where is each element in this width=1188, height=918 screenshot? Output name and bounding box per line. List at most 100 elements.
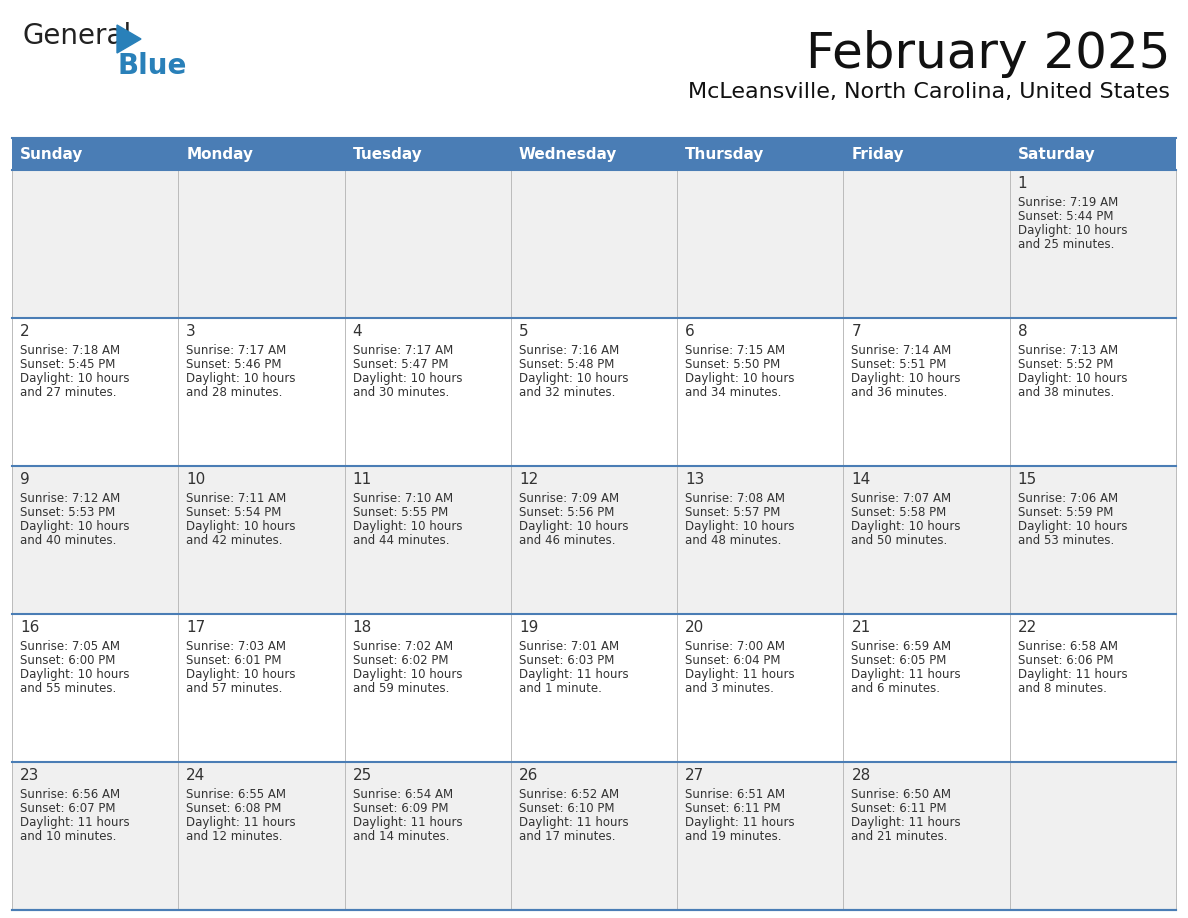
Text: and 12 minutes.: and 12 minutes. xyxy=(187,830,283,843)
Text: Sunrise: 7:14 AM: Sunrise: 7:14 AM xyxy=(852,344,952,357)
Text: Sunset: 5:59 PM: Sunset: 5:59 PM xyxy=(1018,506,1113,519)
Text: Daylight: 11 hours: Daylight: 11 hours xyxy=(519,816,628,829)
Text: and 1 minute.: and 1 minute. xyxy=(519,682,602,695)
Text: Sunset: 6:10 PM: Sunset: 6:10 PM xyxy=(519,802,614,815)
Text: Sunset: 5:45 PM: Sunset: 5:45 PM xyxy=(20,358,115,371)
Text: Wednesday: Wednesday xyxy=(519,147,618,162)
Text: 2: 2 xyxy=(20,324,30,339)
Text: Sunset: 6:04 PM: Sunset: 6:04 PM xyxy=(685,654,781,667)
Text: Daylight: 10 hours: Daylight: 10 hours xyxy=(852,520,961,533)
Text: 1: 1 xyxy=(1018,176,1028,191)
Text: Sunrise: 7:01 AM: Sunrise: 7:01 AM xyxy=(519,640,619,653)
Text: Daylight: 11 hours: Daylight: 11 hours xyxy=(1018,668,1127,681)
Text: Daylight: 11 hours: Daylight: 11 hours xyxy=(685,668,795,681)
Text: Sunrise: 7:02 AM: Sunrise: 7:02 AM xyxy=(353,640,453,653)
Text: Daylight: 10 hours: Daylight: 10 hours xyxy=(1018,372,1127,385)
Text: 26: 26 xyxy=(519,768,538,783)
Text: Sunset: 6:01 PM: Sunset: 6:01 PM xyxy=(187,654,282,667)
Text: Sunset: 5:57 PM: Sunset: 5:57 PM xyxy=(685,506,781,519)
Text: Tuesday: Tuesday xyxy=(353,147,422,162)
Text: and 59 minutes.: and 59 minutes. xyxy=(353,682,449,695)
Text: 24: 24 xyxy=(187,768,206,783)
Bar xyxy=(12,762,1176,910)
Text: Daylight: 10 hours: Daylight: 10 hours xyxy=(685,520,795,533)
Text: Sunset: 5:52 PM: Sunset: 5:52 PM xyxy=(1018,358,1113,371)
Text: and 30 minutes.: and 30 minutes. xyxy=(353,386,449,399)
Text: Daylight: 11 hours: Daylight: 11 hours xyxy=(20,816,129,829)
Text: and 57 minutes.: and 57 minutes. xyxy=(187,682,283,695)
Text: Sunset: 6:02 PM: Sunset: 6:02 PM xyxy=(353,654,448,667)
Text: Sunday: Sunday xyxy=(20,147,83,162)
Text: Sunset: 5:48 PM: Sunset: 5:48 PM xyxy=(519,358,614,371)
Text: Sunset: 5:50 PM: Sunset: 5:50 PM xyxy=(685,358,781,371)
Text: Sunrise: 7:03 AM: Sunrise: 7:03 AM xyxy=(187,640,286,653)
Text: 22: 22 xyxy=(1018,620,1037,635)
Text: Sunrise: 6:51 AM: Sunrise: 6:51 AM xyxy=(685,788,785,801)
Text: Daylight: 10 hours: Daylight: 10 hours xyxy=(1018,224,1127,237)
Text: and 25 minutes.: and 25 minutes. xyxy=(1018,238,1114,251)
Text: 20: 20 xyxy=(685,620,704,635)
Text: Sunset: 5:46 PM: Sunset: 5:46 PM xyxy=(187,358,282,371)
Text: 7: 7 xyxy=(852,324,861,339)
Text: Daylight: 10 hours: Daylight: 10 hours xyxy=(519,520,628,533)
Text: Sunset: 6:08 PM: Sunset: 6:08 PM xyxy=(187,802,282,815)
Text: Daylight: 10 hours: Daylight: 10 hours xyxy=(20,668,129,681)
Text: Sunset: 5:55 PM: Sunset: 5:55 PM xyxy=(353,506,448,519)
Text: Sunrise: 7:17 AM: Sunrise: 7:17 AM xyxy=(353,344,453,357)
Text: and 48 minutes.: and 48 minutes. xyxy=(685,534,782,547)
Text: 12: 12 xyxy=(519,472,538,487)
Text: Sunrise: 6:52 AM: Sunrise: 6:52 AM xyxy=(519,788,619,801)
Text: Sunrise: 7:10 AM: Sunrise: 7:10 AM xyxy=(353,492,453,505)
Text: 25: 25 xyxy=(353,768,372,783)
Text: 17: 17 xyxy=(187,620,206,635)
Text: Daylight: 10 hours: Daylight: 10 hours xyxy=(852,372,961,385)
Text: 15: 15 xyxy=(1018,472,1037,487)
Text: and 36 minutes.: and 36 minutes. xyxy=(852,386,948,399)
Text: Thursday: Thursday xyxy=(685,147,765,162)
Bar xyxy=(12,466,1176,614)
Text: Sunrise: 7:11 AM: Sunrise: 7:11 AM xyxy=(187,492,286,505)
Text: 14: 14 xyxy=(852,472,871,487)
Text: Sunset: 5:54 PM: Sunset: 5:54 PM xyxy=(187,506,282,519)
Text: Sunrise: 7:09 AM: Sunrise: 7:09 AM xyxy=(519,492,619,505)
Text: 5: 5 xyxy=(519,324,529,339)
Text: Sunrise: 6:59 AM: Sunrise: 6:59 AM xyxy=(852,640,952,653)
Text: Daylight: 10 hours: Daylight: 10 hours xyxy=(187,520,296,533)
Text: Daylight: 10 hours: Daylight: 10 hours xyxy=(353,520,462,533)
Text: Daylight: 10 hours: Daylight: 10 hours xyxy=(187,372,296,385)
Text: General: General xyxy=(23,22,131,50)
Text: Sunrise: 7:12 AM: Sunrise: 7:12 AM xyxy=(20,492,120,505)
Text: Sunrise: 7:15 AM: Sunrise: 7:15 AM xyxy=(685,344,785,357)
Text: and 44 minutes.: and 44 minutes. xyxy=(353,534,449,547)
Text: Sunset: 6:09 PM: Sunset: 6:09 PM xyxy=(353,802,448,815)
Text: Sunset: 5:44 PM: Sunset: 5:44 PM xyxy=(1018,210,1113,223)
Text: and 6 minutes.: and 6 minutes. xyxy=(852,682,941,695)
Text: Daylight: 11 hours: Daylight: 11 hours xyxy=(353,816,462,829)
Polygon shape xyxy=(116,25,141,53)
Text: Sunset: 5:53 PM: Sunset: 5:53 PM xyxy=(20,506,115,519)
Text: Sunset: 5:58 PM: Sunset: 5:58 PM xyxy=(852,506,947,519)
Text: 13: 13 xyxy=(685,472,704,487)
Text: Daylight: 10 hours: Daylight: 10 hours xyxy=(685,372,795,385)
Text: Sunrise: 7:18 AM: Sunrise: 7:18 AM xyxy=(20,344,120,357)
Text: Sunrise: 7:16 AM: Sunrise: 7:16 AM xyxy=(519,344,619,357)
Text: and 8 minutes.: and 8 minutes. xyxy=(1018,682,1106,695)
Text: Daylight: 11 hours: Daylight: 11 hours xyxy=(685,816,795,829)
Text: Daylight: 10 hours: Daylight: 10 hours xyxy=(1018,520,1127,533)
Text: and 55 minutes.: and 55 minutes. xyxy=(20,682,116,695)
Text: and 32 minutes.: and 32 minutes. xyxy=(519,386,615,399)
Text: Sunset: 5:51 PM: Sunset: 5:51 PM xyxy=(852,358,947,371)
Text: 28: 28 xyxy=(852,768,871,783)
Text: 21: 21 xyxy=(852,620,871,635)
Text: Sunrise: 6:55 AM: Sunrise: 6:55 AM xyxy=(187,788,286,801)
Text: and 19 minutes.: and 19 minutes. xyxy=(685,830,782,843)
Text: Sunset: 6:11 PM: Sunset: 6:11 PM xyxy=(685,802,781,815)
Text: Sunset: 6:03 PM: Sunset: 6:03 PM xyxy=(519,654,614,667)
Text: 18: 18 xyxy=(353,620,372,635)
Text: 3: 3 xyxy=(187,324,196,339)
Text: 16: 16 xyxy=(20,620,39,635)
Bar xyxy=(12,170,1176,318)
Text: and 17 minutes.: and 17 minutes. xyxy=(519,830,615,843)
Text: and 53 minutes.: and 53 minutes. xyxy=(1018,534,1114,547)
Text: Daylight: 10 hours: Daylight: 10 hours xyxy=(353,372,462,385)
